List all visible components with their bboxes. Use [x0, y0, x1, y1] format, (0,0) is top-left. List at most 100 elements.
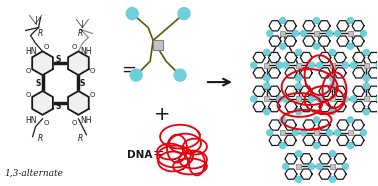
Circle shape [178, 8, 190, 20]
Circle shape [363, 109, 369, 115]
Polygon shape [353, 86, 365, 96]
Polygon shape [337, 36, 349, 46]
Circle shape [342, 62, 349, 68]
Circle shape [376, 96, 378, 102]
Circle shape [174, 69, 186, 81]
Polygon shape [319, 52, 331, 63]
Bar [330, 63, 335, 68]
Circle shape [330, 83, 335, 89]
Circle shape [130, 69, 142, 81]
Polygon shape [352, 36, 364, 46]
Bar [296, 164, 301, 169]
Polygon shape [285, 68, 297, 78]
Text: O: O [90, 92, 95, 98]
Polygon shape [334, 68, 346, 78]
Polygon shape [334, 102, 346, 112]
Polygon shape [353, 52, 365, 63]
Polygon shape [368, 52, 378, 63]
Polygon shape [285, 52, 297, 63]
Text: R: R [78, 29, 83, 38]
Circle shape [280, 17, 286, 23]
Bar [264, 63, 269, 68]
Text: O: O [44, 120, 49, 126]
Polygon shape [253, 52, 265, 63]
Bar [280, 130, 285, 135]
Polygon shape [285, 102, 297, 112]
Bar [330, 164, 335, 169]
Polygon shape [32, 91, 53, 115]
Circle shape [350, 62, 356, 68]
Polygon shape [268, 102, 280, 112]
Polygon shape [32, 51, 53, 75]
Bar [280, 31, 285, 36]
Bar [264, 97, 269, 101]
Polygon shape [301, 86, 312, 96]
Polygon shape [334, 86, 346, 96]
Circle shape [335, 31, 341, 36]
Polygon shape [353, 102, 365, 112]
Polygon shape [269, 120, 281, 130]
Text: S: S [80, 78, 85, 88]
Polygon shape [319, 154, 331, 164]
Polygon shape [368, 68, 378, 78]
Circle shape [347, 143, 353, 149]
Circle shape [342, 96, 349, 102]
Text: 1,3-alternate: 1,3-alternate [5, 168, 64, 177]
Polygon shape [301, 68, 312, 78]
Bar [364, 63, 369, 68]
Polygon shape [301, 102, 312, 112]
Polygon shape [368, 86, 378, 96]
Circle shape [280, 143, 286, 149]
Polygon shape [268, 86, 280, 96]
Polygon shape [334, 52, 346, 63]
Polygon shape [68, 91, 89, 115]
Polygon shape [303, 21, 315, 31]
Circle shape [251, 96, 257, 102]
Circle shape [330, 49, 335, 55]
Circle shape [296, 176, 302, 182]
Circle shape [267, 31, 273, 36]
Polygon shape [268, 52, 280, 63]
Circle shape [264, 49, 270, 55]
Polygon shape [318, 135, 330, 145]
Text: S: S [36, 78, 41, 88]
Circle shape [296, 109, 302, 115]
Polygon shape [352, 120, 364, 130]
Circle shape [296, 83, 302, 89]
Polygon shape [301, 154, 312, 164]
Circle shape [308, 96, 314, 102]
Circle shape [313, 43, 319, 49]
Circle shape [293, 31, 299, 36]
Text: O: O [26, 92, 31, 98]
Polygon shape [285, 154, 297, 164]
Polygon shape [353, 68, 365, 78]
Circle shape [277, 62, 283, 68]
Circle shape [264, 109, 270, 115]
Circle shape [330, 150, 335, 157]
Polygon shape [318, 120, 330, 130]
Circle shape [296, 150, 302, 157]
Text: NH: NH [81, 116, 92, 125]
Circle shape [347, 17, 353, 23]
Text: R: R [38, 134, 43, 143]
Circle shape [277, 96, 283, 102]
Polygon shape [253, 68, 265, 78]
Text: R: R [38, 29, 43, 38]
Polygon shape [337, 135, 349, 145]
Polygon shape [268, 68, 280, 78]
Circle shape [342, 163, 349, 169]
Polygon shape [318, 36, 330, 46]
Circle shape [363, 49, 369, 55]
Polygon shape [68, 51, 89, 75]
Polygon shape [303, 135, 315, 145]
Circle shape [301, 130, 307, 136]
Polygon shape [303, 120, 315, 130]
Circle shape [316, 62, 322, 68]
Circle shape [330, 176, 335, 182]
Circle shape [280, 117, 286, 123]
Polygon shape [319, 169, 331, 179]
Circle shape [283, 62, 289, 68]
Text: S: S [56, 55, 61, 64]
Polygon shape [318, 21, 330, 31]
Circle shape [283, 163, 289, 169]
